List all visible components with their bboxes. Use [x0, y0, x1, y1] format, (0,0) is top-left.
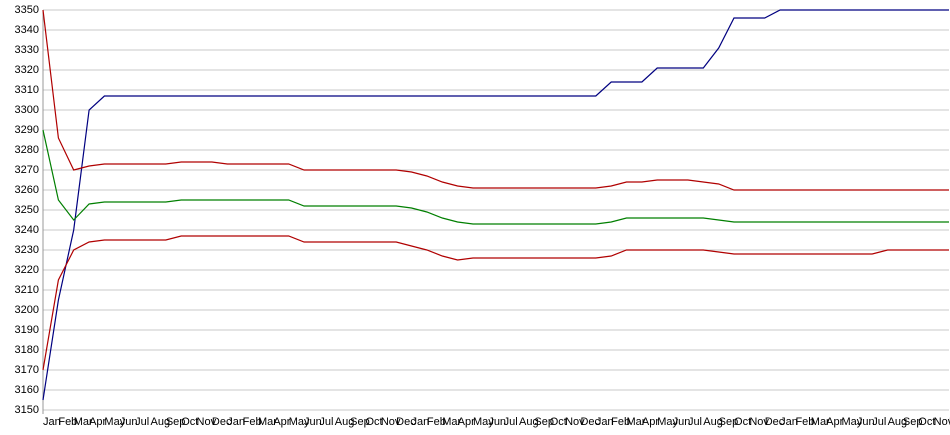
x-tick-label: Oct — [918, 416, 935, 428]
y-tick-label: 3300 — [15, 104, 39, 116]
x-tick-label: Nov — [565, 416, 585, 428]
x-tick-label: Sep — [350, 416, 370, 428]
y-tick-label: 3240 — [15, 224, 39, 236]
x-tick-label: Feb — [795, 416, 814, 428]
x-tick-label: Jan — [596, 416, 614, 428]
x-tick-label: Apr — [826, 416, 843, 428]
x-tick-label: Jun — [857, 416, 875, 428]
y-tick-label: 3310 — [15, 84, 39, 96]
x-tick-label: Aug — [519, 416, 539, 428]
x-tick-label: May — [104, 416, 125, 428]
y-tick-label: 3220 — [15, 264, 39, 276]
y-tick-label: 3180 — [15, 344, 39, 356]
x-tick-label: Sep — [903, 416, 923, 428]
x-tick-label: May — [842, 416, 863, 428]
y-tick-label: 3210 — [15, 284, 39, 296]
x-tick-label: Dec — [212, 416, 232, 428]
y-tick-label: 3330 — [15, 44, 39, 56]
x-tick-label: Feb — [611, 416, 630, 428]
x-tick-label: Jun — [304, 416, 322, 428]
x-tick-label: Sep — [166, 416, 186, 428]
x-tick-label: Feb — [58, 416, 77, 428]
x-tick-label: May — [657, 416, 678, 428]
x-tick-label: Feb — [427, 416, 446, 428]
x-tick-label: Apr — [642, 416, 659, 428]
x-tick-label: Jul — [872, 416, 886, 428]
x-tick-label: Aug — [335, 416, 355, 428]
x-tick-label: Mar — [811, 416, 830, 428]
y-tick-label: 3160 — [15, 384, 39, 396]
x-tick-label: Feb — [243, 416, 262, 428]
x-tick-label: Jul — [135, 416, 149, 428]
y-tick-label: 3340 — [15, 24, 39, 36]
x-tick-label: Nov — [197, 416, 217, 428]
y-tick-label: 3270 — [15, 164, 39, 176]
x-tick-label: Nov — [749, 416, 769, 428]
x-tick-label: Jan — [43, 416, 61, 428]
x-tick-label: Oct — [181, 416, 198, 428]
x-tick-label: Apr — [273, 416, 290, 428]
x-tick-label: Jul — [504, 416, 518, 428]
x-tick-label: Dec — [765, 416, 785, 428]
x-tick-label: Oct — [550, 416, 567, 428]
x-tick-label: Jan — [227, 416, 245, 428]
x-tick-label: Mar — [258, 416, 277, 428]
x-tick-label: Apr — [458, 416, 475, 428]
x-tick-label: Jul — [688, 416, 702, 428]
y-tick-label: 3320 — [15, 64, 39, 76]
series-line — [42, 235, 949, 371]
x-tick-label: Nov — [934, 416, 950, 428]
y-tick-label: 3150 — [15, 404, 39, 416]
x-tick-label: Dec — [580, 416, 600, 428]
y-tick-label: 3250 — [15, 204, 39, 216]
x-tick-label: Aug — [150, 416, 170, 428]
x-tick-label: Mar — [627, 416, 646, 428]
x-tick-label: Dec — [396, 416, 416, 428]
series-line — [42, 129, 949, 225]
x-tick-label: Mar — [442, 416, 461, 428]
y-tick-label: 3170 — [15, 364, 39, 376]
y-tick-label: 3200 — [15, 304, 39, 316]
x-tick-label: Jun — [673, 416, 691, 428]
x-tick-label: Sep — [534, 416, 554, 428]
x-tick-label: Jul — [319, 416, 333, 428]
y-tick-label: 3190 — [15, 324, 39, 336]
x-tick-label: Aug — [703, 416, 723, 428]
x-tick-label: Nov — [381, 416, 401, 428]
x-tick-label: Apr — [89, 416, 106, 428]
x-tick-label: Sep — [719, 416, 739, 428]
x-tick-label: Jun — [120, 416, 138, 428]
y-tick-label: 3350 — [15, 4, 39, 16]
x-tick-label: Oct — [734, 416, 751, 428]
y-tick-label: 3260 — [15, 184, 39, 196]
x-tick-label: Jun — [488, 416, 506, 428]
x-tick-label: Aug — [888, 416, 908, 428]
x-tick-label: Jan — [780, 416, 798, 428]
y-tick-label: 3290 — [15, 124, 39, 136]
x-tick-label: May — [289, 416, 310, 428]
y-tick-label: 3280 — [15, 144, 39, 156]
series-line — [42, 9, 949, 401]
x-tick-label: May — [473, 416, 494, 428]
y-tick-label: 3230 — [15, 244, 39, 256]
x-tick-label: Oct — [365, 416, 382, 428]
x-tick-label: Jan — [412, 416, 430, 428]
series-line — [42, 9, 949, 191]
x-tick-label: Mar — [74, 416, 93, 428]
